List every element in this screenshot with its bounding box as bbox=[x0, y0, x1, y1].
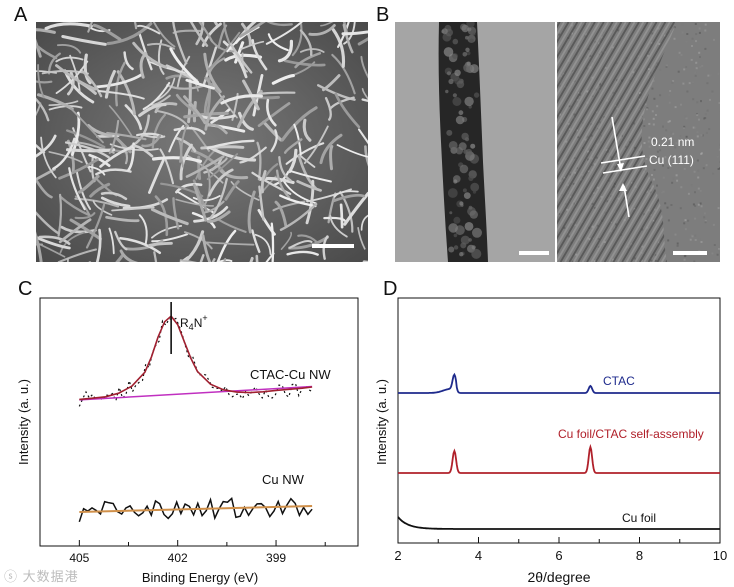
series-line-ctac bbox=[398, 372, 720, 394]
y-axis-label: Intensity (a. u.) bbox=[16, 379, 31, 465]
plot-frame bbox=[397, 297, 721, 544]
x-tick-label: 402 bbox=[168, 551, 188, 565]
tem-image bbox=[395, 22, 555, 262]
xps-chart: 405 402 399 R4N+ CTAC-Cu NW Cu NW Intensit… bbox=[16, 297, 359, 585]
x-tick-label: 4 bbox=[475, 548, 482, 563]
baseline-cu-nw bbox=[79, 505, 313, 513]
watermark: ⓢ 大数据港 bbox=[4, 569, 79, 584]
baseline-ctac-cu-nw bbox=[79, 385, 313, 401]
series-line-cu-nw bbox=[78, 496, 313, 523]
panel-letter-c: C bbox=[18, 278, 33, 300]
arrow-top bbox=[611, 116, 622, 171]
x-tick-label: 399 bbox=[266, 551, 286, 565]
x-tick-label: 10 bbox=[713, 548, 727, 563]
series-label-cu-foil-ctac: Cu foil/CTAC self-assembly bbox=[558, 427, 704, 441]
xrd-chart: 2 4 6 8 10 CTAC Cu foil/CTAC self-assembly C… bbox=[374, 297, 727, 585]
panel-letter-b: B bbox=[376, 4, 390, 26]
series-line-cu-foil bbox=[397, 516, 720, 530]
x-tick-label: 405 bbox=[69, 551, 89, 565]
tem-micrograph bbox=[395, 22, 555, 262]
series-label-ctac: CTAC bbox=[603, 374, 635, 388]
x-axis-label: Binding Energy (eV) bbox=[142, 570, 258, 585]
x-tick-label: 2 bbox=[394, 548, 401, 563]
series-line-cu-foil-ctac bbox=[398, 443, 720, 474]
series-label-cu-foil: Cu foil bbox=[622, 511, 656, 525]
peak-label: R4N+ bbox=[180, 313, 208, 332]
scale-bar bbox=[673, 251, 707, 255]
y-axis-label: Intensity (a. u.) bbox=[374, 379, 389, 465]
scale-bar bbox=[312, 244, 354, 248]
panel-letter-d: D bbox=[383, 278, 398, 300]
sem-micrograph bbox=[36, 22, 368, 262]
hrtem-image: 0.21 nm Cu (111) bbox=[557, 22, 720, 262]
series-label-cu-nw: Cu NW bbox=[262, 472, 305, 487]
series-line-ctac-cu-nw bbox=[79, 315, 313, 401]
x-axis-label: 2θ/degree bbox=[527, 569, 590, 585]
scale-bar bbox=[519, 251, 549, 255]
x-tick-label: 8 bbox=[636, 548, 643, 563]
series-label-ctac-cu-nw: CTAC-Cu NW bbox=[250, 367, 331, 382]
sem-image bbox=[36, 22, 368, 262]
lattice-spacing-label: 0.21 nm bbox=[651, 135, 694, 149]
arrow-bottom bbox=[623, 185, 630, 218]
x-tick-label: 6 bbox=[555, 548, 562, 563]
panel-letter-a: A bbox=[14, 4, 28, 26]
lattice-plane-label: Cu (111) bbox=[649, 153, 694, 167]
plot-frame bbox=[39, 297, 359, 547]
hrtem-micrograph: 0.21 nm Cu (111) bbox=[557, 22, 720, 262]
